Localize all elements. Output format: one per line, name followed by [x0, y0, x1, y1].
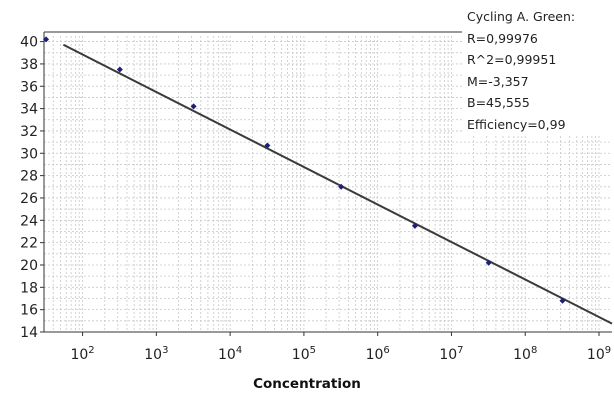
- data-point: [411, 222, 418, 229]
- y-tick-label: 18: [20, 280, 38, 296]
- x-tick-label: 108: [513, 345, 537, 363]
- data-point: [485, 259, 492, 266]
- y-tick-label: 14: [20, 325, 38, 341]
- legend-line: R=0,99976: [467, 30, 538, 46]
- x-tick-label: 106: [366, 345, 390, 363]
- x-tick-label: 104: [218, 345, 242, 363]
- x-tick-label: 103: [144, 345, 168, 363]
- data-point: [190, 103, 197, 110]
- y-tick-label: 16: [20, 303, 38, 319]
- data-point: [43, 36, 50, 43]
- y-tick-label: 30: [20, 146, 38, 162]
- x-tick-labels: 102 103 104 105 106 107 108 109: [70, 345, 611, 363]
- legend-line: Cycling A. Green:: [467, 9, 576, 24]
- x-tick-label: 109: [587, 345, 611, 363]
- y-tick-label: 32: [20, 124, 38, 140]
- axes: [40, 31, 612, 336]
- data-point: [559, 297, 566, 304]
- y-tick-label: 28: [20, 169, 38, 185]
- data-points: [43, 36, 566, 304]
- y-tick-label: 38: [20, 57, 38, 73]
- legend-line: Efficiency=0,99: [467, 116, 566, 132]
- y-tick-label: 34: [20, 102, 38, 118]
- y-tick-label: 36: [20, 79, 38, 95]
- x-tick-label: 102: [70, 345, 94, 363]
- y-tick-label: 22: [20, 236, 38, 252]
- data-point: [264, 142, 271, 149]
- legend-line: R^2=0,99951: [467, 52, 557, 67]
- y-tick-label: 20: [20, 258, 38, 274]
- y-tick-label: 40: [20, 35, 38, 51]
- y-tick-labels: 14 16 18 20 22 24 26 28 30 32 34 36 38 40: [20, 35, 38, 341]
- x-tick-label: 107: [439, 345, 463, 363]
- x-tick-label: 105: [292, 345, 316, 363]
- fit-line: [62, 43, 613, 325]
- x-axis-title: Concentration: [253, 376, 361, 392]
- legend-line: B=45,555: [467, 95, 530, 110]
- fit-line-group: [62, 43, 613, 325]
- legend: Cycling A. Green: R=0,99976 R^2=0,99951 …: [462, 6, 612, 134]
- y-tick-label: 26: [20, 191, 38, 207]
- data-point: [338, 183, 345, 190]
- legend-line: M=-3,357: [467, 73, 529, 89]
- y-tick-label: 24: [20, 213, 38, 229]
- data-point: [116, 66, 123, 73]
